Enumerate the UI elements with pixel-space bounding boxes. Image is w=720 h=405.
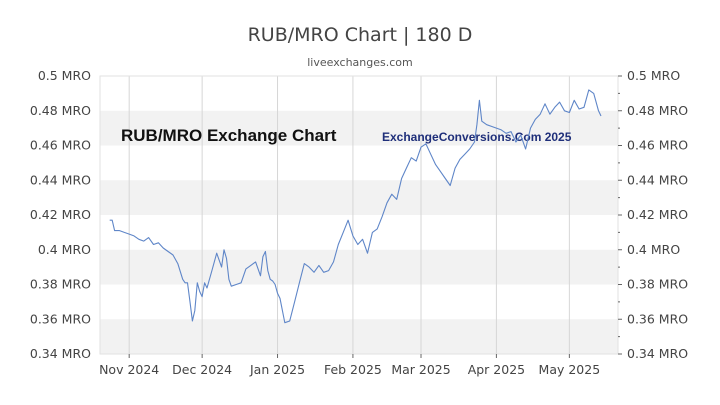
plot-band: [100, 319, 618, 354]
y-tick-label-right: 0.36 MRO: [627, 311, 688, 326]
y-tick-label: 0.36 MRO: [30, 311, 91, 326]
y-tick-label: 0.42 MRO: [30, 207, 91, 222]
y-tick-label: 0.38 MRO: [30, 277, 91, 292]
x-tick-label: Feb 2025: [324, 362, 382, 377]
plot-bands: [100, 110, 618, 354]
y-tick-label: 0.5 MRO: [38, 68, 91, 83]
y-tick-label-right: 0.46 MRO: [627, 138, 688, 153]
plot-band: [100, 249, 618, 285]
y-tick-label: 0.4 MRO: [38, 242, 91, 257]
y-axis-left: 0.34 MRO 0.36 MRO 0.38 MRO 0.4 MRO 0.42 MRO 0…: [30, 68, 91, 361]
x-axis: Nov 2024 Dec 2024 Jan 2025 Feb 2025 Mar 2025…: [99, 354, 600, 377]
y-tick-label: 0.44 MRO: [30, 172, 91, 187]
plot-band: [100, 110, 618, 146]
x-tick-label: Apr 2025: [468, 362, 525, 377]
x-tick-label: Mar 2025: [391, 362, 450, 377]
exchange-rate-line: [109, 89, 602, 324]
x-grid-lines: [128, 76, 570, 354]
y-tick-label-right: 0.44 MRO: [627, 172, 688, 187]
y-tick-label: 0.34 MRO: [30, 346, 91, 361]
chart-title: RUB/MRO Chart | 180 D: [247, 24, 473, 46]
y-tick-label: 0.46 MRO: [30, 138, 91, 153]
y-tick-label-right: 0.48 MRO: [627, 103, 688, 118]
y-tick-label-right: 0.34 MRO: [627, 346, 688, 361]
y-tick-label-right: 0.42 MRO: [627, 207, 688, 222]
chart-watermark-title: RUB/MRO Exchange Chart: [121, 126, 337, 145]
x-tick-label: Dec 2024: [172, 362, 232, 377]
y-tick-label-right: 0.5 MRO: [627, 68, 680, 83]
x-tick-label: Nov 2024: [99, 362, 159, 377]
plot-band: [100, 180, 618, 215]
x-tick-label: May 2025: [539, 362, 601, 377]
chart-subtitle: liveexchanges.com: [307, 56, 413, 69]
y-axis-right: 0.34 MRO 0.36 MRO 0.38 MRO 0.4 MRO 0.42 MRO 0…: [618, 68, 688, 361]
chart-watermark-source: ExchangeConversions.Com 2025: [382, 130, 572, 144]
x-tick-label: Jan 2025: [249, 362, 305, 377]
y-tick-label: 0.48 MRO: [30, 103, 91, 118]
y-tick-label-right: 0.38 MRO: [627, 277, 688, 292]
y-tick-label-right: 0.4 MRO: [627, 242, 680, 257]
